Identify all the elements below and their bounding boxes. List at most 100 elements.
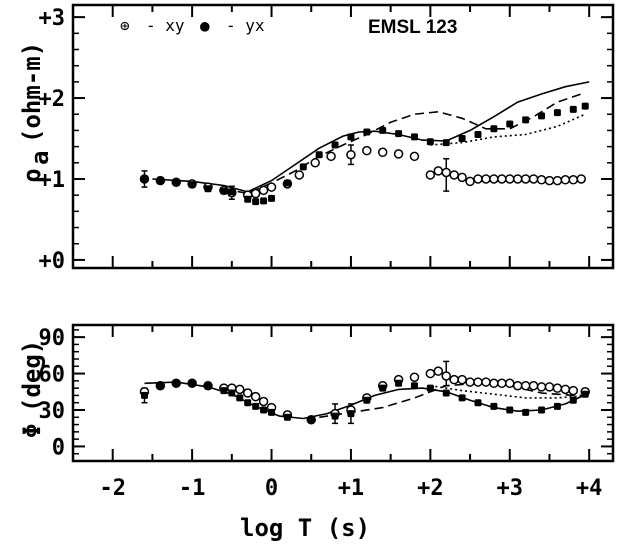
- data-point-xy: [426, 171, 434, 179]
- data-point-xy: [260, 398, 268, 406]
- data-point-xy: [538, 383, 546, 391]
- rho-symbol: ρ: [18, 169, 46, 183]
- data-point-yx: [300, 163, 307, 170]
- data-point-yx: [443, 390, 450, 397]
- data-point-yx: [236, 394, 243, 401]
- data-point-yx: [205, 382, 212, 389]
- data-point-yx: [228, 188, 235, 195]
- data-point-xy: [545, 177, 553, 185]
- data-point-yx: [173, 179, 180, 186]
- data-point-yx: [582, 391, 589, 398]
- x-tick-label: +2: [417, 476, 444, 501]
- rho-unit: (ohm-m): [18, 42, 46, 143]
- legend: ⊕ - xy ● - yx: [120, 16, 265, 35]
- legend-label-xy: - xy: [146, 16, 185, 35]
- y-tick-label: 0: [52, 435, 65, 460]
- x-tick-label: +3: [497, 476, 524, 501]
- data-point-yx: [411, 133, 418, 140]
- data-point-xy: [490, 379, 498, 387]
- x-tick-label: -2: [99, 476, 126, 501]
- rho-subscript: a: [26, 151, 54, 165]
- data-point-xy: [474, 378, 482, 386]
- data-point-yx: [475, 131, 482, 138]
- data-point-xy: [545, 383, 553, 391]
- data-point-xy: [426, 370, 434, 378]
- data-point-yx: [189, 181, 196, 188]
- legend-symbol-yx: ●: [200, 16, 210, 35]
- data-point-yx: [459, 394, 466, 401]
- bottom-axis-ticks: [73, 325, 613, 461]
- data-point-yx: [427, 138, 434, 145]
- data-point-yx: [244, 196, 251, 203]
- data-point-xy: [268, 183, 276, 191]
- data-point-yx: [141, 175, 148, 182]
- data-point-xy: [442, 169, 450, 177]
- data-point-yx: [268, 409, 275, 416]
- data-point-yx: [252, 198, 259, 205]
- data-point-yx: [506, 120, 513, 127]
- data-point-yx: [522, 409, 529, 416]
- data-point-yx: [189, 380, 196, 387]
- data-point-yx: [490, 403, 497, 410]
- phase-panel: 0306090 -2 -1 0 +1 +2 +3 +4 Φ (deg) log T (s): [18, 325, 613, 542]
- data-point-yx: [554, 403, 561, 410]
- data-point-yx: [427, 385, 434, 392]
- data-point-yx: [379, 127, 386, 134]
- data-point-yx: [284, 180, 291, 187]
- x-tick-label: 0: [265, 476, 278, 501]
- bottom-data-points: [140, 361, 589, 423]
- data-point-xy: [514, 382, 522, 390]
- data-point-xy: [569, 387, 577, 395]
- data-point-xy: [482, 378, 490, 386]
- data-point-xy: [363, 147, 371, 155]
- top-y-axis-label: ρ a (ohm-m): [18, 42, 54, 183]
- data-point-yx: [490, 125, 497, 132]
- data-point-yx: [363, 397, 370, 404]
- phi-symbol: Φ: [18, 424, 46, 438]
- data-point-xy: [252, 393, 260, 401]
- data-point-xy: [311, 159, 319, 167]
- data-point-xy: [466, 378, 474, 386]
- data-point-yx: [443, 139, 450, 146]
- data-point-yx: [157, 177, 164, 184]
- data-point-xy: [474, 175, 482, 183]
- legend-label-yx: - yx: [226, 16, 265, 35]
- legend-symbol-xy: ⊕: [120, 16, 130, 35]
- data-point-yx: [411, 382, 418, 389]
- data-point-yx: [252, 403, 259, 410]
- data-point-yx: [260, 197, 267, 204]
- data-point-yx: [332, 413, 339, 420]
- data-point-xy: [347, 151, 355, 159]
- data-point-yx: [538, 112, 545, 119]
- data-point-yx: [260, 407, 267, 414]
- data-point-xy: [434, 367, 442, 375]
- data-point-xy: [514, 175, 522, 183]
- data-point-xy: [295, 171, 303, 179]
- data-point-xy: [498, 379, 506, 387]
- data-point-xy: [379, 148, 387, 156]
- data-point-xy: [410, 373, 418, 381]
- data-point-xy: [538, 176, 546, 184]
- data-point-yx: [228, 390, 235, 397]
- data-point-yx: [538, 407, 545, 414]
- data-point-yx: [395, 380, 402, 387]
- data-point-xy: [506, 175, 514, 183]
- data-point-xy: [252, 190, 260, 198]
- x-axis-label: log T (s): [240, 514, 370, 542]
- data-point-xy: [490, 175, 498, 183]
- data-point-yx: [582, 103, 589, 110]
- data-point-yx: [363, 129, 370, 136]
- resistivity-panel: +0 +1 +2 +3 ⊕ - xy ● - yx EMSL 123 ρ a (ohm…: [18, 5, 613, 274]
- data-point-yx: [316, 151, 323, 158]
- phi-unit: (deg): [18, 340, 46, 412]
- data-point-yx: [459, 135, 466, 142]
- data-point-yx: [570, 106, 577, 113]
- data-point-yx: [284, 414, 291, 421]
- model-curve-dotted: [430, 114, 585, 145]
- data-point-yx: [332, 141, 339, 148]
- data-point-yx: [522, 116, 529, 123]
- data-point-xy: [530, 175, 538, 183]
- data-point-yx: [347, 410, 354, 417]
- chart-title: EMSL 123: [368, 17, 457, 38]
